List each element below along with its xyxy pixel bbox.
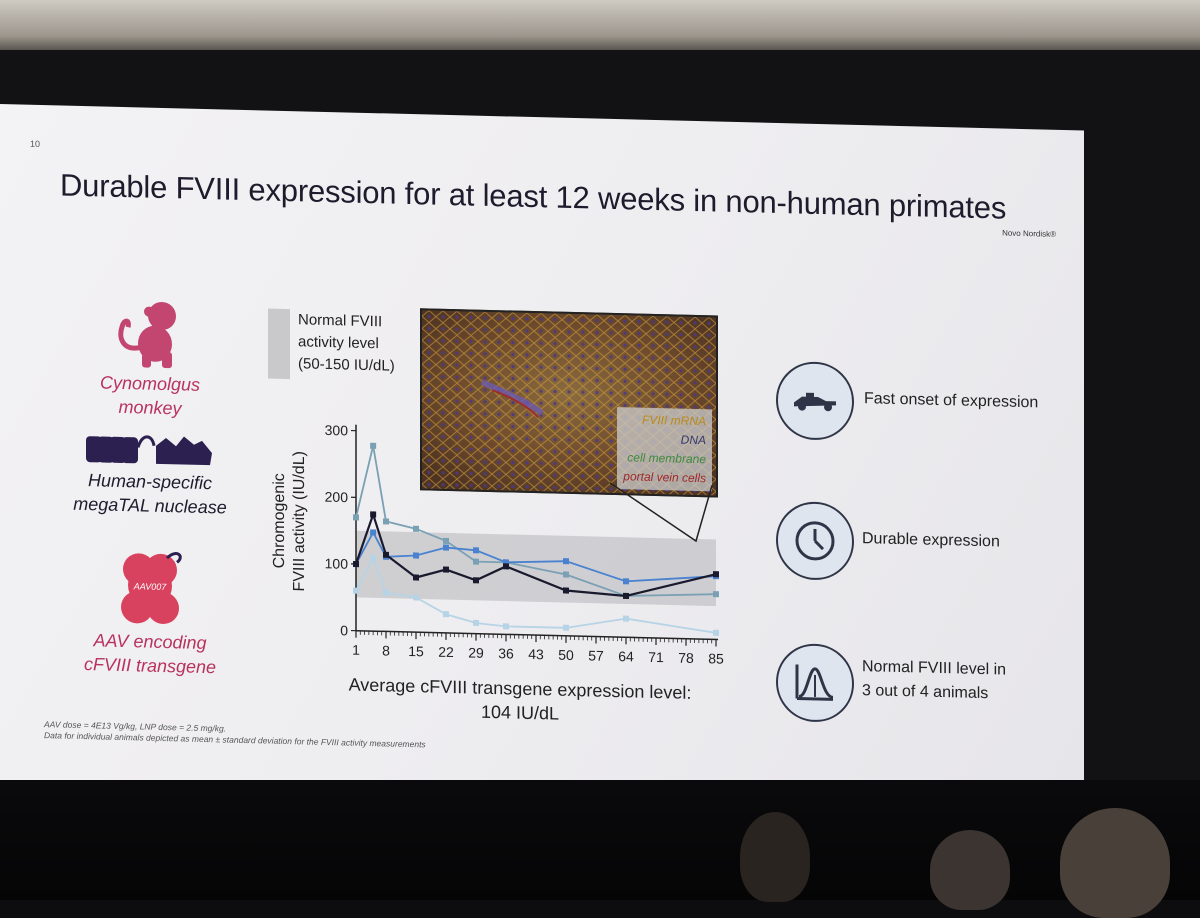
- data-point: [370, 511, 376, 517]
- nuclease-item: Human-specific megaTAL nuclease: [60, 427, 240, 519]
- normal-range-legend: Normal FVIII activity level (50-150 IU/d…: [298, 309, 395, 377]
- normal-level-label-1: Normal FVIII level in: [862, 655, 1006, 683]
- data-point: [443, 538, 449, 544]
- data-point: [370, 555, 376, 561]
- data-point: [353, 588, 359, 594]
- y-tick-label: 200: [325, 489, 349, 506]
- mic-legend-membrane: cell membrane: [623, 448, 706, 469]
- data-point: [623, 578, 629, 584]
- data-point: [503, 563, 509, 569]
- monkey-icon: [110, 297, 190, 373]
- durable-expression-label: Durable expression: [862, 527, 1000, 554]
- nuclease-protein-icon: [80, 428, 220, 471]
- data-point: [370, 529, 376, 535]
- data-point: [563, 558, 569, 564]
- data-point: [473, 547, 479, 553]
- mic-legend-mrna: FVIII mRNA: [623, 410, 706, 431]
- data-point: [443, 566, 449, 572]
- data-point: [563, 571, 569, 577]
- brand-logo: Novo Nordisk®: [1002, 228, 1056, 238]
- aav-label-2: cFVIII transgene: [60, 651, 240, 679]
- y-tick-label: 100: [325, 555, 349, 572]
- data-point: [713, 630, 719, 636]
- data-point: [713, 571, 719, 577]
- data-point: [713, 591, 719, 597]
- data-point: [623, 616, 629, 622]
- aav-capsid-icon: AAV007: [105, 547, 195, 631]
- aav-item: AAV007 AAV encoding cFVIII transgene: [60, 545, 240, 679]
- y-tick-label: 0: [340, 622, 348, 638]
- data-point: [383, 552, 389, 558]
- footnote: AAV dose = 4E13 Vg/kg, LNP dose = 2.5 mg…: [44, 719, 426, 750]
- legend-line-1: Normal FVIII: [298, 309, 395, 333]
- normal-level-circle: [776, 643, 854, 723]
- data-point: [413, 574, 419, 580]
- durable-expression-circle: [776, 501, 854, 581]
- data-point: [473, 559, 479, 565]
- y-axis-label-2: FVIII activity (IU/dL): [291, 451, 308, 592]
- presentation-slide: 10 Novo Nordisk® Durable FVIII expressio…: [0, 104, 1084, 810]
- data-point: [413, 526, 419, 532]
- data-point: [473, 620, 479, 626]
- normal-level-label-2: 3 out of 4 animals: [862, 679, 1006, 707]
- data-point: [563, 625, 569, 631]
- x-tick-label: 15: [408, 643, 424, 659]
- data-point: [473, 577, 479, 583]
- nuclease-label-2: megaTAL nuclease: [60, 491, 240, 519]
- mic-legend-dna: DNA: [623, 429, 706, 450]
- x-tick-label: 8: [382, 642, 390, 658]
- data-point: [370, 443, 376, 449]
- x-tick-label: 57: [588, 647, 604, 663]
- x-tick-label: 50: [558, 647, 574, 663]
- aav-badge-text: AAV007: [133, 581, 168, 592]
- data-point: [443, 611, 449, 617]
- data-point: [413, 594, 419, 600]
- x-tick-label: 78: [678, 650, 694, 666]
- fast-onset-label: Fast onset of expression: [864, 387, 1038, 415]
- slide-number: 10: [30, 139, 40, 149]
- x-tick-label: 85: [708, 650, 724, 666]
- y-tick-label: 300: [325, 422, 349, 439]
- average-expression-text: Average cFVIII transgene expression leve…: [310, 672, 730, 730]
- data-point: [503, 623, 509, 629]
- normal-level-label: Normal FVIII level in 3 out of 4 animals: [862, 655, 1006, 707]
- x-tick-label: 29: [468, 644, 484, 660]
- bell-curve-icon: [793, 660, 837, 705]
- audience-area: [0, 780, 1200, 900]
- audience-head: [930, 830, 1010, 910]
- y-axis-label-1: Chromogenic: [271, 473, 288, 569]
- legend-line-3: (50-150 IU/dL): [298, 353, 395, 377]
- x-tick-label: 22: [438, 644, 454, 660]
- legend-line-2: activity level: [298, 331, 395, 355]
- data-point: [353, 561, 359, 567]
- data-point: [353, 514, 359, 520]
- audience-head: [740, 812, 810, 902]
- data-point: [563, 587, 569, 593]
- x-tick-label: 64: [618, 648, 634, 664]
- data-point: [623, 593, 629, 599]
- audience-head: [1060, 808, 1170, 918]
- data-point: [413, 552, 419, 558]
- data-point: [383, 518, 389, 524]
- data-point: [383, 590, 389, 596]
- x-tick-label: 71: [648, 649, 664, 665]
- normal-range-legend-swatch: [268, 309, 290, 380]
- microscopy-callout-line: [600, 479, 740, 552]
- race-car-icon: [792, 388, 838, 413]
- x-axis: [356, 631, 718, 640]
- slide-title: Durable FVIII expression for at least 12…: [60, 167, 1060, 227]
- fast-onset-circle: [776, 361, 854, 441]
- monkey-item: Cynomolgus monkey: [90, 296, 210, 421]
- data-point: [443, 544, 449, 550]
- clock-icon: [793, 518, 837, 563]
- x-tick-label: 1: [352, 642, 360, 658]
- x-tick-label: 43: [528, 646, 544, 662]
- x-tick-label: 36: [498, 645, 514, 661]
- liver-microscopy-image: FVIII mRNA DNA cell membrane portal vein…: [420, 308, 718, 497]
- monkey-label: Cynomolgus monkey: [90, 370, 210, 421]
